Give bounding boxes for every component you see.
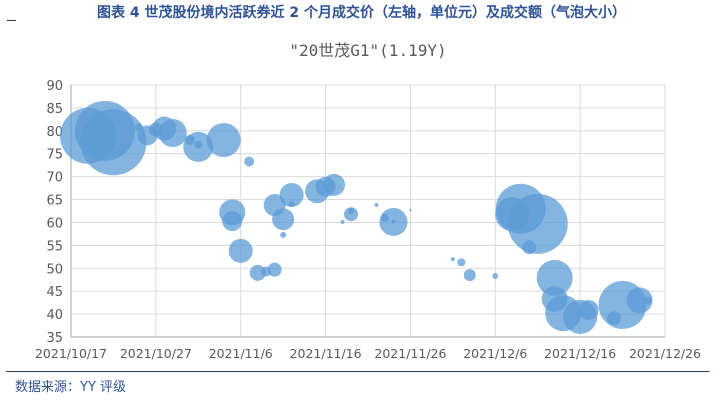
x-tick-label: 2021/12/6 — [463, 346, 527, 361]
bubble — [80, 109, 147, 176]
bubble — [626, 287, 653, 314]
x-tick-label: 2021/11/16 — [290, 346, 362, 361]
bubble — [380, 213, 389, 222]
x-tick-label: 2021/11/6 — [209, 346, 273, 361]
y-tick-label: 45 — [46, 285, 63, 300]
bubble — [280, 231, 287, 238]
bubble — [348, 208, 355, 214]
x-tick-label: 2021/10/17 — [35, 346, 107, 361]
y-tick-label: 70 — [46, 171, 63, 186]
x-tick-label: 2021/12/16 — [544, 346, 616, 361]
y-tick-label: 65 — [46, 194, 63, 209]
dash-mark — [7, 20, 16, 21]
y-tick-label: 40 — [46, 308, 63, 323]
y-tick-label: 50 — [46, 262, 63, 277]
bubble — [158, 119, 187, 148]
bubble — [206, 122, 241, 157]
y-tick-label: 80 — [46, 125, 63, 140]
source-note: 数据来源：YY 评级 — [15, 380, 127, 395]
bubble — [578, 299, 599, 320]
bubble — [288, 201, 295, 208]
bubble — [391, 219, 396, 224]
bubble — [409, 208, 412, 212]
x-tick-label: 2021/11/26 — [374, 346, 446, 361]
y-tick-label: 55 — [46, 239, 63, 254]
figure-title: 图表 4 世茂股份境内活跃券近 2 个月成交价（左轴，单位元）及成交额（气泡大小… — [97, 5, 626, 21]
bubble — [457, 258, 466, 267]
bubble — [463, 269, 476, 282]
x-axis: 2021/10/17 2021/10/27 2021/11/6 2021/11/16 2… — [35, 346, 701, 361]
y-tick-label: 60 — [46, 216, 63, 231]
bubble — [340, 219, 345, 224]
bubble — [507, 193, 568, 254]
bubble — [279, 182, 304, 207]
bubble — [522, 240, 537, 255]
bubble — [272, 208, 295, 231]
y-tick-label: 35 — [46, 331, 63, 346]
bubble — [228, 238, 253, 263]
bubble — [450, 257, 455, 262]
y-tick-label: 90 — [46, 79, 63, 94]
bubble — [536, 259, 573, 296]
bubble — [323, 173, 346, 196]
chart-title: "20世茂G1"(1.19Y) — [289, 41, 446, 60]
bubble — [267, 262, 282, 277]
y-axis: 35 40 45 50 55 60 65 70 75 80 85 90 — [46, 79, 63, 346]
bubble — [344, 207, 359, 222]
x-tick-label: 2021/12/26 — [629, 346, 701, 361]
bubble-chart: "20世茂G1"(1.19Y) 35 40 45 50 55 60 65 70 75 80 85 90… — [35, 41, 701, 361]
bubble — [222, 211, 243, 232]
bubble — [374, 203, 379, 208]
y-tick-label: 85 — [46, 102, 63, 117]
source-divider — [6, 371, 709, 372]
bubble — [492, 273, 499, 280]
x-tick-label: 2021/10/27 — [120, 346, 192, 361]
y-tick-label: 75 — [46, 148, 63, 163]
bubble — [644, 296, 653, 305]
bubble — [244, 156, 255, 167]
bubble — [249, 264, 266, 281]
bubble — [183, 131, 214, 162]
bubble-series — [60, 100, 653, 334]
